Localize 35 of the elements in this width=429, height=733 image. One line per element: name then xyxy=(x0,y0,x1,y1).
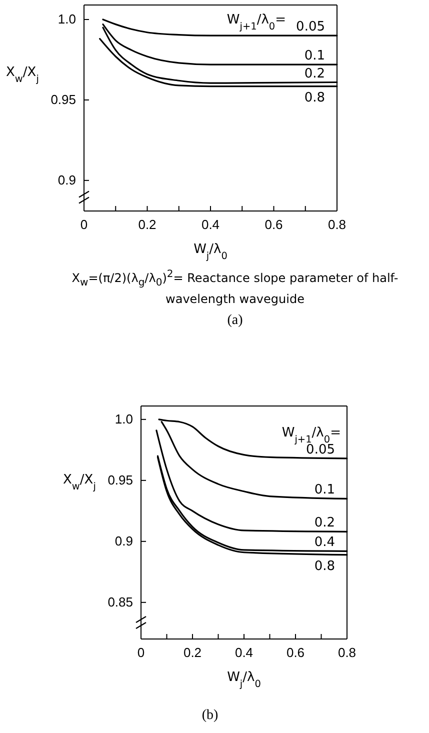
series-label: 0.2 xyxy=(314,516,335,532)
text: X$_{w}$=(π/2)(λ$_{g}$/λ$_{0}$)$^{2}$= Reactance slope parameter of half-wavelength waveguide xyxy=(72,269,398,306)
legend-title: W$_{j+1}$/λ$_{0}$= xyxy=(226,12,286,32)
series-label: 0.1 xyxy=(304,48,325,64)
y-tick-label: 0.9 xyxy=(114,534,133,549)
y-tick-label: 1.0 xyxy=(114,412,133,427)
text: (b) xyxy=(200,707,220,724)
y-axis-title: X$_{w}$/X$_{j}$ xyxy=(6,64,39,84)
y-tick-label: 0.85 xyxy=(108,594,133,610)
x-tick-label: 0.8 xyxy=(338,646,356,661)
series-label: 0.4 xyxy=(314,536,335,551)
x-tick-label: 0.8 xyxy=(328,217,346,232)
y-tick-label: 0.95 xyxy=(108,472,133,488)
series-label: 0.8 xyxy=(314,559,335,574)
series-label: 0.05 xyxy=(296,20,325,35)
x-tick-label: 0 xyxy=(137,646,145,661)
series-label: 0.2 xyxy=(304,66,325,82)
x-tick-label: 0.2 xyxy=(138,217,156,232)
series-label: 0.8 xyxy=(304,90,325,106)
text: (a) xyxy=(226,312,244,330)
y-tick-label: 1.0 xyxy=(58,12,76,27)
x-axis-title: W$_{j}$/λ$_{0}$ xyxy=(227,670,261,690)
x-tick-label: 0.6 xyxy=(286,646,305,661)
x-axis-title: W$_{j}$/λ$_{0}$ xyxy=(194,242,228,262)
x-tick-label: 0.6 xyxy=(264,217,283,232)
y-tick-label: 0.9 xyxy=(58,172,76,188)
legend-title: W$_{j+1}$/λ$_{0}$= xyxy=(282,426,341,446)
x-tick-label: 0 xyxy=(80,217,88,232)
x-tick-label: 0.2 xyxy=(183,646,202,661)
y-axis-title: X$_{w}$/X$_{j}$ xyxy=(63,472,96,492)
y-tick-label: 0.95 xyxy=(50,92,76,108)
series-label: 0.1 xyxy=(314,483,335,498)
x-tick-label: 0.4 xyxy=(201,217,220,232)
series-label: 0.05 xyxy=(306,442,335,458)
x-tick-label: 0.4 xyxy=(234,646,254,661)
